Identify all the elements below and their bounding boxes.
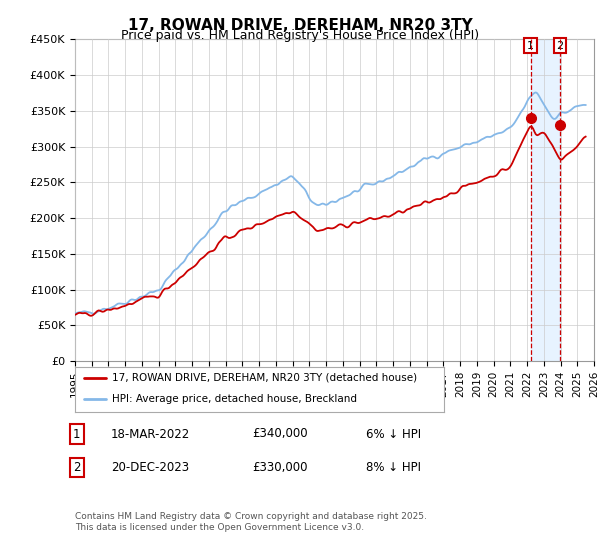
Text: 20-DEC-2023: 20-DEC-2023 (111, 461, 189, 474)
Text: Contains HM Land Registry data © Crown copyright and database right 2025.
This d: Contains HM Land Registry data © Crown c… (75, 512, 427, 532)
Text: £340,000: £340,000 (252, 427, 308, 441)
Text: HPI: Average price, detached house, Breckland: HPI: Average price, detached house, Brec… (112, 394, 357, 404)
Text: 1: 1 (527, 41, 534, 50)
Text: 6% ↓ HPI: 6% ↓ HPI (366, 427, 421, 441)
Text: 18-MAR-2022: 18-MAR-2022 (111, 427, 190, 441)
Text: 8% ↓ HPI: 8% ↓ HPI (366, 461, 421, 474)
Text: 2: 2 (73, 461, 80, 474)
Text: 2: 2 (556, 41, 563, 50)
Bar (530, 39, 560, 361)
Text: 1: 1 (73, 427, 80, 441)
Text: Price paid vs. HM Land Registry's House Price Index (HPI): Price paid vs. HM Land Registry's House … (121, 29, 479, 42)
Text: 17, ROWAN DRIVE, DEREHAM, NR20 3TY: 17, ROWAN DRIVE, DEREHAM, NR20 3TY (128, 18, 472, 33)
Text: £330,000: £330,000 (252, 461, 308, 474)
Text: 17, ROWAN DRIVE, DEREHAM, NR20 3TY (detached house): 17, ROWAN DRIVE, DEREHAM, NR20 3TY (deta… (112, 373, 417, 383)
